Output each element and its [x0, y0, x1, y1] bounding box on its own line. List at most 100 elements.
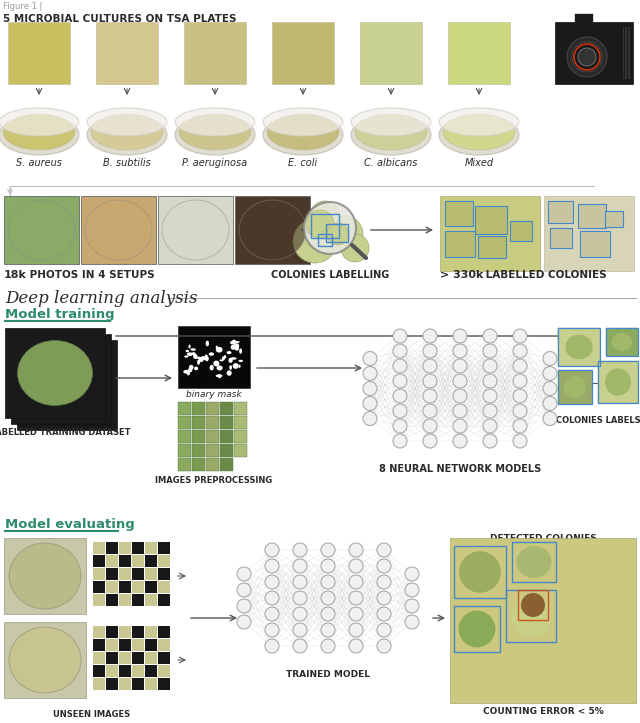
- Ellipse shape: [349, 559, 363, 573]
- Ellipse shape: [321, 543, 335, 557]
- Ellipse shape: [198, 357, 204, 362]
- Ellipse shape: [377, 543, 391, 557]
- Ellipse shape: [393, 329, 407, 343]
- Bar: [627, 27, 628, 79]
- Ellipse shape: [209, 352, 214, 356]
- Ellipse shape: [513, 329, 527, 343]
- Bar: [17, 340, 117, 430]
- Text: Figure 1 |: Figure 1 |: [3, 2, 42, 11]
- Text: UNSEEN IMAGES: UNSEEN IMAGES: [53, 710, 131, 719]
- Bar: [119, 555, 131, 567]
- Ellipse shape: [351, 108, 431, 136]
- Bar: [119, 594, 131, 606]
- Bar: [598, 361, 638, 403]
- Ellipse shape: [293, 543, 307, 557]
- Ellipse shape: [321, 559, 335, 573]
- Ellipse shape: [321, 623, 335, 637]
- Bar: [132, 665, 144, 677]
- Ellipse shape: [453, 404, 467, 418]
- Ellipse shape: [453, 434, 467, 448]
- Bar: [326, 224, 348, 242]
- Ellipse shape: [175, 115, 255, 155]
- Ellipse shape: [235, 346, 239, 351]
- Ellipse shape: [405, 599, 419, 613]
- Bar: [234, 444, 247, 457]
- Bar: [548, 201, 573, 223]
- Bar: [220, 416, 233, 429]
- Ellipse shape: [293, 575, 307, 589]
- Ellipse shape: [265, 543, 279, 557]
- Bar: [145, 568, 157, 580]
- Bar: [158, 678, 170, 690]
- Ellipse shape: [293, 559, 307, 573]
- Ellipse shape: [483, 434, 497, 448]
- Bar: [132, 581, 144, 593]
- Ellipse shape: [85, 200, 152, 260]
- Ellipse shape: [87, 115, 167, 155]
- Text: C. albicans: C. albicans: [364, 158, 418, 168]
- Ellipse shape: [453, 419, 467, 433]
- Bar: [178, 444, 191, 457]
- Bar: [192, 458, 205, 471]
- Ellipse shape: [265, 575, 279, 589]
- Bar: [558, 328, 600, 366]
- Ellipse shape: [513, 389, 527, 403]
- Bar: [575, 14, 593, 24]
- Ellipse shape: [341, 234, 369, 262]
- Ellipse shape: [377, 559, 391, 573]
- Text: Mixed: Mixed: [465, 158, 493, 168]
- Ellipse shape: [516, 546, 552, 578]
- Bar: [5, 328, 105, 418]
- Bar: [106, 594, 118, 606]
- Text: 18k: 18k: [4, 270, 27, 280]
- Ellipse shape: [179, 114, 251, 150]
- Bar: [178, 416, 191, 429]
- Ellipse shape: [237, 583, 251, 597]
- Bar: [206, 430, 219, 443]
- Ellipse shape: [227, 351, 232, 354]
- Bar: [145, 581, 157, 593]
- Ellipse shape: [393, 344, 407, 358]
- Ellipse shape: [235, 343, 239, 348]
- Bar: [220, 458, 233, 471]
- Bar: [206, 402, 219, 415]
- Bar: [158, 196, 233, 264]
- Ellipse shape: [363, 382, 377, 395]
- Bar: [158, 665, 170, 677]
- Bar: [11, 334, 111, 424]
- Ellipse shape: [0, 108, 79, 136]
- Ellipse shape: [363, 367, 377, 380]
- Ellipse shape: [363, 411, 377, 426]
- Bar: [106, 581, 118, 593]
- Text: DETECTED COLONIES: DETECTED COLONIES: [490, 534, 596, 543]
- Ellipse shape: [349, 591, 363, 605]
- Bar: [272, 22, 334, 84]
- Bar: [178, 402, 191, 415]
- Bar: [450, 538, 636, 703]
- Bar: [506, 590, 556, 642]
- Ellipse shape: [483, 389, 497, 403]
- Ellipse shape: [9, 627, 81, 693]
- Ellipse shape: [17, 341, 93, 406]
- Bar: [106, 678, 118, 690]
- Bar: [4, 196, 79, 264]
- Ellipse shape: [567, 37, 607, 77]
- Bar: [478, 236, 506, 258]
- Bar: [132, 678, 144, 690]
- Text: Model evaluating: Model evaluating: [5, 518, 135, 531]
- Bar: [132, 626, 144, 638]
- Bar: [119, 665, 131, 677]
- Bar: [158, 594, 170, 606]
- Text: COLONIES LABELLING: COLONIES LABELLING: [271, 270, 389, 280]
- Text: IMAGES PREPROCESSING: IMAGES PREPROCESSING: [156, 476, 273, 485]
- Ellipse shape: [423, 404, 437, 418]
- Bar: [558, 328, 600, 366]
- Bar: [626, 27, 627, 79]
- Text: binary mask: binary mask: [186, 390, 242, 399]
- Bar: [605, 211, 623, 227]
- Bar: [220, 402, 233, 415]
- Bar: [578, 204, 606, 228]
- Bar: [106, 555, 118, 567]
- Ellipse shape: [195, 356, 201, 359]
- Ellipse shape: [306, 210, 334, 238]
